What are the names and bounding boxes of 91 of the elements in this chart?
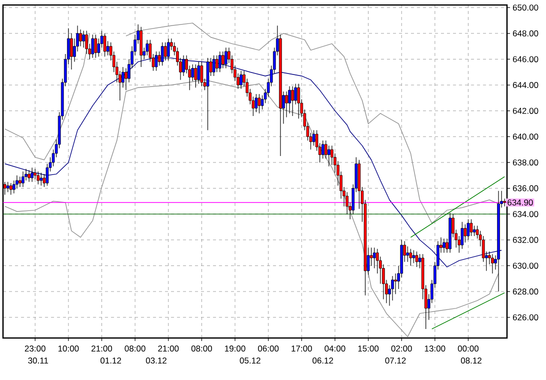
candlestick bbox=[30, 167, 34, 182]
x-tick-label: 01.12 bbox=[100, 358, 122, 364]
x-tick-label: 21:00 bbox=[158, 346, 179, 352]
y-tick-label: 644.00 bbox=[512, 82, 538, 88]
x-tick-label: 10:00 bbox=[58, 346, 79, 352]
candlestick bbox=[6, 182, 10, 192]
x-tick-label: 04:00 bbox=[324, 346, 346, 352]
candlestick bbox=[466, 218, 470, 240]
candlestick bbox=[415, 251, 418, 268]
candlestick bbox=[9, 182, 12, 196]
candlestick bbox=[82, 30, 85, 48]
candlestick bbox=[212, 55, 216, 76]
candlestick bbox=[321, 140, 324, 159]
y-tick-label: 646.00 bbox=[512, 56, 538, 62]
candlestick bbox=[103, 33, 106, 57]
candlestick bbox=[297, 83, 300, 119]
ref-line-label: 634.90 bbox=[508, 199, 533, 206]
candlestick bbox=[394, 273, 397, 294]
candlestick bbox=[285, 91, 288, 118]
x-tick-label: 07.12 bbox=[385, 358, 406, 364]
x-tick-label: 17:00 bbox=[292, 346, 312, 352]
x-tick-label: 21:00 bbox=[92, 346, 112, 352]
candlestick bbox=[166, 38, 170, 61]
x-tick-label: 08:00 bbox=[191, 346, 212, 352]
x-tick-label: 06:00 bbox=[258, 346, 279, 352]
candlestick bbox=[254, 94, 258, 112]
candlestick bbox=[327, 145, 330, 167]
y-tick-label: 638.00 bbox=[512, 159, 538, 166]
candlestick bbox=[409, 248, 412, 266]
x-tick-label: 05.12 bbox=[240, 358, 260, 364]
y-tick-label: 650.00 bbox=[512, 4, 538, 11]
candlestick bbox=[291, 86, 294, 116]
y-tick-label: 630.00 bbox=[512, 262, 538, 269]
y-tick-label: 632.00 bbox=[512, 236, 538, 243]
candlestick bbox=[288, 86, 291, 114]
candlestick bbox=[124, 68, 128, 90]
line-series bbox=[4, 33, 90, 160]
y-tick-label: 628.00 bbox=[512, 288, 538, 295]
candlestick bbox=[442, 238, 446, 254]
candlestick bbox=[470, 218, 473, 236]
y-tick-label: 648.00 bbox=[512, 30, 538, 36]
candlestick bbox=[154, 51, 158, 72]
candlestick bbox=[164, 42, 167, 61]
candlestick bbox=[491, 254, 494, 274]
candlestick bbox=[460, 222, 464, 250]
y-tick-label: 636.00 bbox=[512, 185, 538, 192]
candlestick bbox=[218, 51, 222, 72]
candlestick bbox=[28, 170, 30, 182]
line-series bbox=[4, 80, 499, 338]
y-tick-label: 640.00 bbox=[512, 134, 538, 140]
candlestick bbox=[215, 55, 218, 72]
y-tick-label: 642.00 bbox=[512, 108, 538, 114]
candlestick bbox=[194, 64, 198, 88]
x-tick-label: 06.12 bbox=[312, 358, 334, 364]
x-tick-label: 00:00 bbox=[458, 346, 479, 352]
candlestick bbox=[182, 55, 185, 76]
x-tick-label: 13:00 bbox=[424, 346, 446, 352]
x-tick-label: 03.12 bbox=[146, 358, 166, 364]
x-tick-label: 08.12 bbox=[460, 358, 482, 364]
x-tick-label: 15:00 bbox=[358, 346, 379, 352]
candlestick bbox=[224, 47, 228, 69]
candlestick bbox=[197, 61, 200, 84]
candlestick bbox=[40, 172, 43, 186]
candlestick bbox=[91, 34, 94, 58]
candlestick bbox=[240, 70, 242, 90]
candlestick bbox=[200, 61, 204, 87]
candlestick bbox=[312, 130, 316, 146]
candlestick bbox=[18, 176, 22, 188]
candlestick bbox=[160, 42, 164, 66]
candlestick bbox=[79, 29, 82, 47]
x-tick-label: 08:00 bbox=[124, 346, 146, 352]
candlestick bbox=[464, 224, 467, 243]
candlestick bbox=[221, 51, 224, 69]
candlestick bbox=[472, 225, 476, 236]
line-series bbox=[126, 22, 499, 224]
x-tick-label: 30.11 bbox=[28, 358, 48, 364]
candlestick bbox=[412, 250, 416, 264]
y-tick-label: 634.00 bbox=[512, 211, 538, 218]
candlestick bbox=[406, 246, 410, 262]
candlestick bbox=[94, 34, 98, 58]
candlestick bbox=[372, 247, 376, 269]
x-tick-label: 23:00 bbox=[24, 346, 46, 352]
line-series bbox=[4, 58, 502, 268]
candlestick bbox=[22, 171, 24, 188]
x-tick-label: 19:00 bbox=[225, 346, 246, 352]
y-tick-label: 626.00 bbox=[512, 314, 538, 320]
candlestick bbox=[146, 40, 149, 56]
candlestick bbox=[258, 94, 261, 114]
candlestick bbox=[70, 33, 73, 70]
x-tick-label: 02:00 bbox=[391, 346, 412, 352]
candlestick bbox=[36, 171, 40, 185]
